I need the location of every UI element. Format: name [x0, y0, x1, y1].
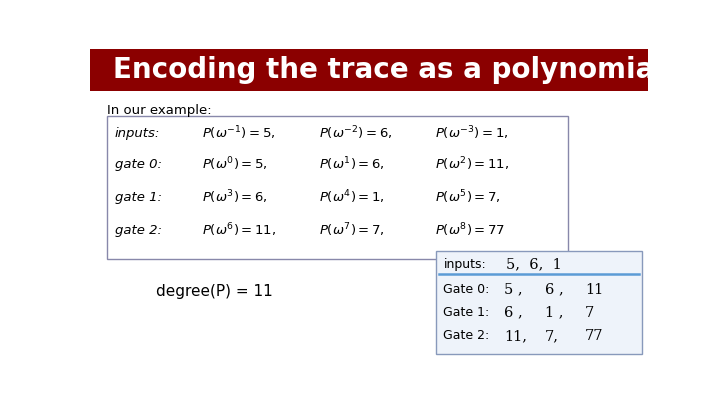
Text: 7: 7	[585, 306, 595, 320]
Text: $P(\omega^{5}) = 7,$: $P(\omega^{5}) = 7,$	[435, 188, 500, 206]
Text: 11: 11	[585, 283, 603, 296]
Text: gate 2:: gate 2:	[114, 224, 162, 237]
Text: $P(\omega^{8}) = 77$: $P(\omega^{8}) = 77$	[435, 222, 505, 239]
Text: $P(\omega^{4}) = 1,$: $P(\omega^{4}) = 1,$	[319, 188, 384, 206]
Text: inputs:: inputs:	[114, 127, 160, 140]
FancyBboxPatch shape	[436, 251, 642, 354]
Text: $P(\omega^{-1}) = 5,$: $P(\omega^{-1}) = 5,$	[202, 124, 276, 142]
FancyBboxPatch shape	[90, 49, 648, 91]
Text: 6 ,: 6 ,	[504, 306, 523, 320]
Text: inputs:: inputs:	[444, 258, 486, 271]
Text: In our example:: In our example:	[107, 104, 212, 117]
Text: Gate 0:: Gate 0:	[444, 283, 490, 296]
Text: Encoding the trace as a polynomial: Encoding the trace as a polynomial	[113, 56, 665, 84]
Text: 7,: 7,	[545, 329, 559, 343]
Text: 77: 77	[585, 329, 604, 343]
FancyBboxPatch shape	[107, 116, 568, 259]
Text: 6 ,: 6 ,	[545, 283, 564, 296]
Text: gate 1:: gate 1:	[114, 191, 162, 204]
Text: 11,: 11,	[504, 329, 527, 343]
Text: $P(\omega^{7}) = 7,$: $P(\omega^{7}) = 7,$	[319, 222, 384, 239]
Text: $P(\omega^{3}) = 6,$: $P(\omega^{3}) = 6,$	[202, 188, 268, 206]
Text: Gate 2:: Gate 2:	[444, 329, 490, 342]
Text: $P(\omega^{-3}) = 1,$: $P(\omega^{-3}) = 1,$	[435, 124, 508, 142]
Text: 5 ,: 5 ,	[504, 283, 523, 296]
Text: $P(\omega^{6}) = 11,$: $P(\omega^{6}) = 11,$	[202, 222, 276, 239]
Text: 1 ,: 1 ,	[545, 306, 564, 320]
Text: gate 0:: gate 0:	[114, 158, 162, 171]
Text: $P(\omega^{2}) = 11,$: $P(\omega^{2}) = 11,$	[435, 155, 509, 173]
Text: $P(\omega^{-2}) = 6,$: $P(\omega^{-2}) = 6,$	[319, 124, 392, 142]
Text: $P(\omega^{0}) = 5,$: $P(\omega^{0}) = 5,$	[202, 155, 268, 173]
Text: $P(\omega^{1}) = 6,$: $P(\omega^{1}) = 6,$	[319, 155, 384, 173]
Text: 5,  6,  1: 5, 6, 1	[506, 257, 562, 271]
Text: Gate 1:: Gate 1:	[444, 306, 490, 319]
Text: degree(P) = 11: degree(P) = 11	[156, 284, 272, 298]
